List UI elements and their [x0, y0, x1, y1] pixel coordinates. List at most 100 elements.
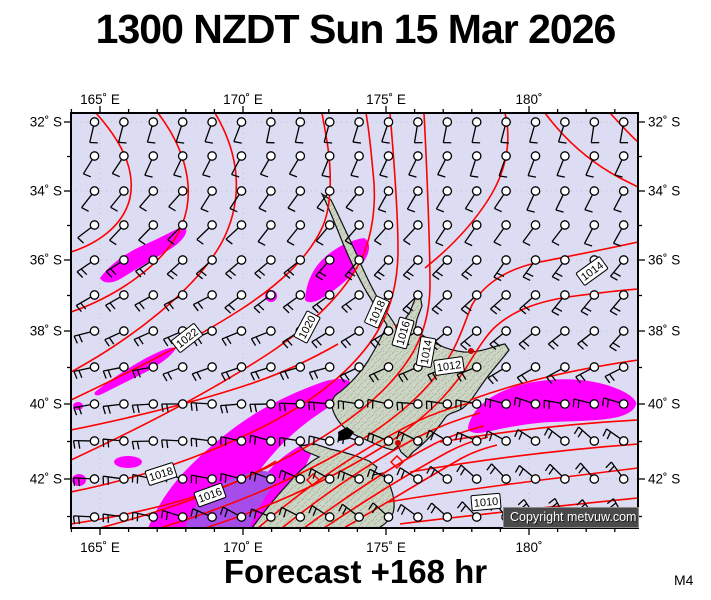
rain-area — [94, 347, 176, 396]
wind-barb-feather — [459, 434, 463, 443]
wind-barb-staff — [575, 368, 591, 378]
wind-barb-staff — [522, 262, 534, 278]
wind-barb — [431, 290, 453, 315]
wind-barb-staff — [400, 503, 415, 516]
wind-barb-staff — [102, 403, 120, 408]
wind-barb — [367, 398, 394, 409]
wind-barb — [250, 362, 276, 381]
wind-barb-circle — [501, 255, 511, 265]
wind-barb-staff — [556, 159, 564, 176]
wind-barb-circle — [618, 117, 629, 127]
axis-label: 40˚ S — [30, 397, 62, 412]
wind-barb-staff — [163, 332, 180, 340]
wind-barb — [460, 326, 482, 351]
wind-barb-feather — [514, 429, 519, 438]
wind-barb-feather — [575, 376, 582, 384]
wind-barb-feather — [104, 339, 110, 347]
wind-barb-circle — [324, 512, 335, 522]
wind-barb-feather — [579, 374, 586, 382]
wind-barb-circle — [560, 399, 570, 409]
wind-barb-feather — [225, 371, 231, 380]
wind-barb-feather — [282, 341, 289, 349]
wind-barb-staff — [192, 508, 209, 516]
wind-barb-feather — [403, 239, 411, 246]
wind-barb-staff — [162, 509, 179, 517]
wind-barb-staff — [338, 433, 356, 441]
wind-barb-circle — [295, 151, 306, 161]
wind-barb-feather — [107, 369, 112, 378]
wind-barb-feather — [373, 274, 382, 281]
wind-barb-circle — [266, 474, 276, 484]
wind-barb-staff — [312, 296, 327, 308]
wind-barb-circle — [266, 290, 276, 300]
wind-barb-staff — [82, 159, 93, 175]
wind-barb-feather — [573, 426, 580, 435]
wind-barb-staff — [580, 297, 593, 312]
wind-barb-circle — [119, 290, 129, 300]
wind-barb — [105, 255, 129, 278]
wind-barb-feather — [253, 473, 257, 482]
wind-barb-staff — [368, 432, 385, 441]
wind-barb-circle — [207, 220, 217, 230]
wind-barb — [402, 290, 423, 315]
wind-barb-circle — [442, 326, 453, 336]
wind-barb-staff — [402, 262, 416, 276]
wind-barb-staff — [221, 367, 238, 375]
wind-barb-feather — [400, 507, 406, 515]
wind-barb-staff — [105, 261, 121, 273]
wind-barb-staff — [73, 404, 91, 409]
wind-barb-feather — [400, 433, 405, 442]
wind-barb-feather — [368, 502, 374, 510]
wind-barb-feather — [366, 469, 371, 478]
wind-barb-feather — [258, 207, 267, 213]
wind-barb-feather — [522, 340, 530, 347]
wind-barb-feather — [316, 303, 323, 311]
wind-barb — [249, 434, 276, 446]
wind-barb-circle — [324, 255, 335, 265]
wind-barb-circle — [236, 186, 247, 196]
wind-barb-feather — [254, 436, 257, 445]
wind-barb-feather — [132, 370, 136, 379]
wind-barb-circle — [501, 326, 511, 336]
wind-barb-circle — [383, 117, 394, 127]
wind-barb-staff — [428, 429, 445, 440]
wind-barb-staff — [573, 398, 591, 404]
wind-barb — [522, 220, 541, 247]
wind-barb-feather — [284, 371, 290, 379]
wind-barb — [544, 463, 570, 484]
wind-barb — [612, 220, 629, 247]
axis-label: 36˚ S — [30, 253, 62, 268]
wind-barb-circle — [148, 220, 159, 230]
wind-barb-staff — [377, 194, 388, 210]
wind-barb-staff — [195, 262, 210, 275]
isobar-line — [303, 425, 485, 528]
wind-barb — [190, 474, 217, 485]
wind-barb-feather — [431, 308, 439, 315]
wind-barb — [109, 220, 129, 246]
wind-barb-feather — [321, 174, 330, 178]
wind-barb-feather — [366, 432, 370, 441]
wind-barb — [200, 186, 217, 213]
wind-barb-staff — [577, 333, 592, 345]
wind-barb-circle — [89, 255, 100, 265]
wind-barb-circle — [383, 362, 394, 372]
wind-barb-staff — [286, 227, 299, 242]
wind-barb-circle — [295, 117, 306, 127]
wind-barb-feather — [338, 503, 344, 512]
wind-barb-circle — [442, 220, 453, 230]
wind-barb-feather — [601, 397, 605, 406]
wind-barb-feather — [167, 239, 175, 245]
wind-barb-feather — [484, 398, 487, 407]
wind-barb — [254, 255, 276, 280]
wind-barb — [556, 151, 570, 178]
wind-barb-circle — [589, 399, 600, 409]
wind-barb-feather — [400, 470, 405, 479]
wind-barb-circle — [354, 362, 364, 372]
wind-barb-feather — [398, 374, 404, 383]
wind-barb-circle — [177, 151, 188, 161]
wind-barb-circle — [530, 326, 541, 336]
wind-barb-feather — [554, 306, 563, 312]
isobar-label-box — [433, 356, 465, 376]
wind-barb-circle — [177, 399, 188, 409]
wind-barb-feather — [72, 477, 76, 486]
